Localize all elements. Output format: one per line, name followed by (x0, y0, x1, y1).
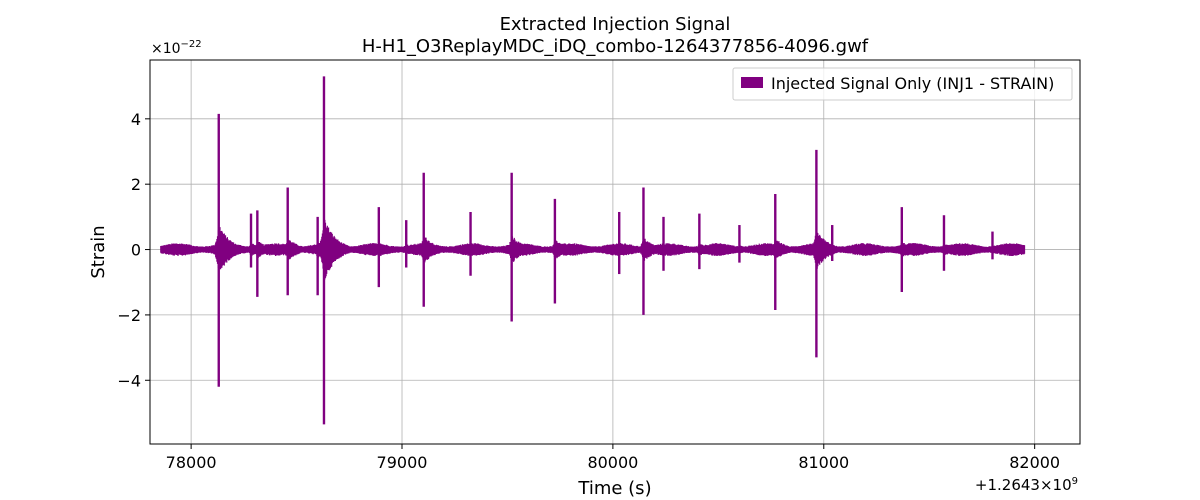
x-tick-label: 81000 (798, 453, 849, 472)
plot-frame (149, 59, 1081, 445)
chart-subtitle: H-H1_O3ReplayMDC_iDQ_combo-1264377856-40… (362, 36, 869, 57)
x-tick-label: 82000 (1009, 453, 1060, 472)
legend: Injected Signal Only (INJ1 - STRAIN) (732, 67, 1073, 101)
series-strain-trace (160, 76, 1026, 425)
y-axis-label: Strain (88, 225, 109, 278)
y-tick-label: 2 (131, 175, 141, 194)
x-tick-label: 79000 (377, 453, 428, 472)
y-tick-label: 0 (131, 241, 141, 260)
y-tick-label: −4 (117, 371, 141, 390)
chart-title: Extracted Injection Signal (500, 14, 731, 35)
y-tick-label: 4 (131, 110, 141, 129)
y-scale-multiplier: ×10−22 (151, 39, 202, 57)
x-offset-label: +1.2643×109 (975, 476, 1078, 494)
strain-trace-core (160, 247, 1025, 252)
x-tick-label: 78000 (166, 453, 217, 472)
axis-ticks: 78000 79000 80000 81000 82000 −4 −2 0 2 4 (117, 110, 1060, 472)
y-tick-label: −2 (117, 306, 141, 325)
x-axis-label: Time (s) (577, 478, 651, 499)
grid-lines (150, 60, 1080, 444)
legend-swatch (741, 77, 763, 88)
x-tick-label: 80000 (587, 453, 638, 472)
legend-box (732, 67, 1073, 101)
legend-label: Injected Signal Only (INJ1 - STRAIN) (771, 74, 1054, 93)
